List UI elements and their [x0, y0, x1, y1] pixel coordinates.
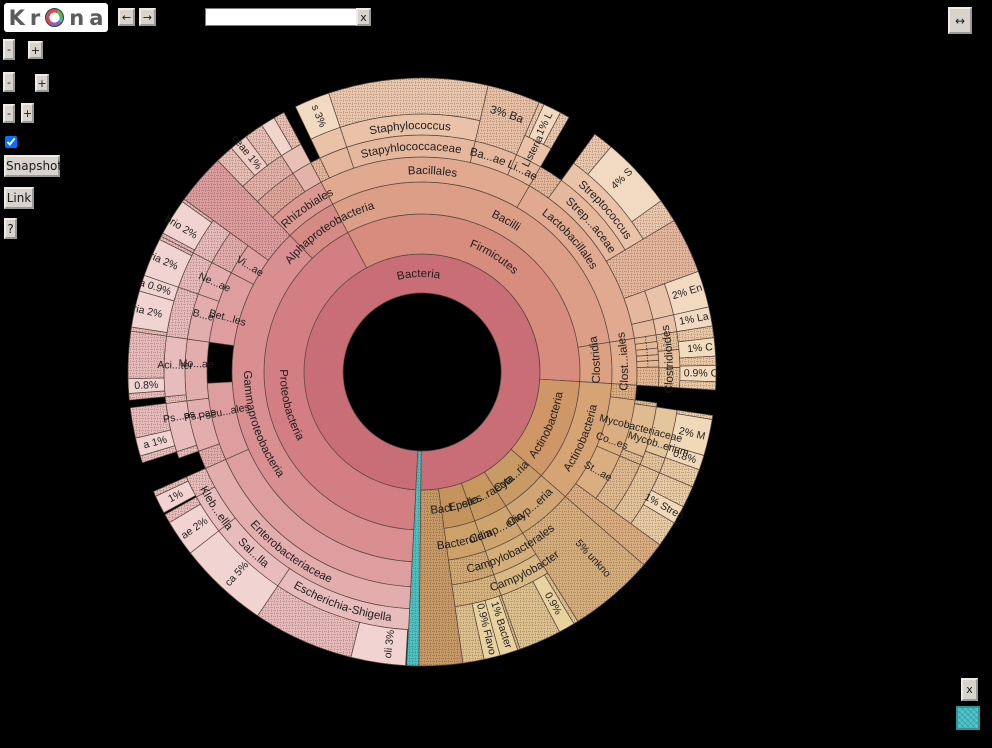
wedge-label: Clost...iales [615, 331, 631, 391]
chart-size-minus-button[interactable]: - [3, 104, 15, 123]
logo-letter: n [69, 5, 85, 30]
legend-close-button[interactable]: x [961, 678, 978, 701]
wedge-label: Bacteria [396, 268, 442, 283]
wedge-label: 1% La [678, 310, 710, 327]
chart-size-plus-button[interactable]: + [21, 103, 34, 123]
wedge-label: Mo...ae [178, 358, 214, 371]
collapse-checkbox[interactable] [5, 136, 17, 148]
wedge-label: 0.8% [134, 379, 158, 392]
krona-pie-icon [45, 8, 65, 27]
wedge-label: Clostridia [587, 335, 603, 384]
back-arrow-icon: ← [121, 10, 132, 24]
font-size-minus-button[interactable]: - [3, 72, 15, 92]
search-input[interactable] [205, 8, 358, 26]
wedge-label: 2% M [678, 425, 707, 443]
wedge-ellipsis-label: ⋮ [642, 335, 650, 344]
wedge-label: Aci...ter [157, 359, 193, 372]
forward-button[interactable]: → [139, 8, 156, 26]
forward-arrow-icon: → [142, 10, 153, 24]
expand-chart-button[interactable]: ↔ [948, 7, 972, 34]
max-depth-plus-button[interactable]: + [28, 41, 43, 59]
max-depth-minus-button[interactable]: - [3, 39, 15, 60]
wedge-ellipsis-label: ⋮ [643, 348, 651, 357]
wedge-label: Bacillales [408, 165, 459, 180]
wedge-label: 0.9% C [684, 367, 719, 379]
wedge-segment[interactable] [679, 355, 717, 367]
resize-arrow-icon: ↔ [954, 13, 966, 28]
wedge-e-coli[interactable] [350, 621, 408, 666]
snapshot-button[interactable]: Snapshot [4, 155, 62, 177]
font-size-plus-button[interactable]: + [35, 74, 49, 92]
legend-color-swatch[interactable] [956, 706, 980, 730]
wedge-bacteria[interactable] [303, 253, 541, 491]
wedge-label: Ps...as [162, 408, 196, 426]
link-button[interactable]: Link [4, 187, 34, 209]
back-button[interactable]: ← [118, 8, 135, 26]
wedge-segment[interactable] [636, 366, 660, 387]
logo-letter: K [8, 5, 25, 30]
wedge-ellipsis-label: ⋮ [644, 354, 652, 363]
logo-letter: r [29, 5, 41, 30]
wedge-segment[interactable] [679, 380, 717, 391]
wedge-label: a 1% [142, 434, 168, 452]
wedge-ellipsis-label: ⋮ [644, 360, 652, 369]
logo-letter: a [89, 5, 104, 30]
wedge-label: 1% C [687, 341, 714, 355]
wedge-ellipsis-label: ⋮ [643, 342, 651, 351]
wedge-label: oli 3% [382, 629, 397, 659]
search-clear-button[interactable]: x [356, 8, 371, 26]
help-button[interactable]: ? [4, 218, 17, 239]
wedge-segment[interactable] [127, 330, 167, 380]
wedge-label: B...e [191, 307, 215, 324]
